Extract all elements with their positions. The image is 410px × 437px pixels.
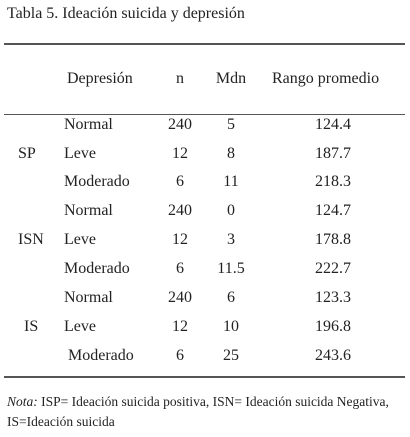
cell-n: 12 <box>172 318 188 335</box>
cell-rango: 124.4 <box>315 116 351 133</box>
cell-n: 6 <box>176 260 184 277</box>
cell-n: 240 <box>168 289 192 306</box>
note-text: ISP= Ideación suicida positiva, ISN= Ide… <box>7 394 389 429</box>
cell-depresion: Moderado <box>64 260 130 277</box>
cell-n: 6 <box>176 347 184 364</box>
header-rule <box>4 114 405 115</box>
cell-mdn: 11.5 <box>217 260 245 277</box>
bottom-rule <box>4 376 405 378</box>
cell-depresion: Normal <box>64 202 113 219</box>
cell-rango: 196.8 <box>315 318 351 335</box>
cell-mdn: 11 <box>223 173 239 190</box>
group-label: ISN <box>18 231 44 248</box>
top-rule <box>4 43 405 45</box>
group-label: IS <box>24 318 39 335</box>
cell-depresion: Normal <box>64 116 113 133</box>
header-mdn: Mdn <box>215 70 247 87</box>
cell-n: 240 <box>168 202 192 219</box>
cell-rango: 124.7 <box>315 202 351 219</box>
cell-rango: 123.3 <box>315 289 351 306</box>
cell-rango: 222.7 <box>315 260 351 277</box>
cell-mdn: 0 <box>227 202 235 219</box>
cell-depresion: Leve <box>64 318 96 335</box>
cell-n: 240 <box>168 116 192 133</box>
note-label: Nota: <box>7 394 38 409</box>
cell-rango: 187.7 <box>315 145 351 162</box>
cell-depresion: Moderado <box>68 347 134 364</box>
cell-depresion: Leve <box>64 145 96 162</box>
cell-depresion: Moderado <box>64 173 130 190</box>
cell-mdn: 3 <box>227 231 235 248</box>
header-rango-promedio: Rango promedio <box>272 70 380 87</box>
group-label: SP <box>18 145 36 162</box>
cell-n: 12 <box>172 231 188 248</box>
cell-mdn: 8 <box>227 145 235 162</box>
table-title: Tabla 5. Ideación suicida y depresión <box>7 5 245 22</box>
cell-depresion: Leve <box>64 231 96 248</box>
cell-depresion: Normal <box>64 289 113 306</box>
cell-rango: 243.6 <box>315 347 351 364</box>
header-depresion: Depresión <box>67 70 133 87</box>
cell-mdn: 25 <box>223 347 239 364</box>
header-n: n <box>176 70 184 87</box>
cell-mdn: 5 <box>227 116 235 133</box>
table-note: Nota: ISP= Ideación suicida positiva, IS… <box>7 392 403 432</box>
cell-rango: 178.8 <box>315 231 351 248</box>
cell-mdn: 10 <box>223 318 239 335</box>
cell-mdn: 6 <box>227 289 235 306</box>
cell-rango: 218.3 <box>315 173 351 190</box>
cell-n: 6 <box>176 173 184 190</box>
cell-n: 12 <box>172 145 188 162</box>
